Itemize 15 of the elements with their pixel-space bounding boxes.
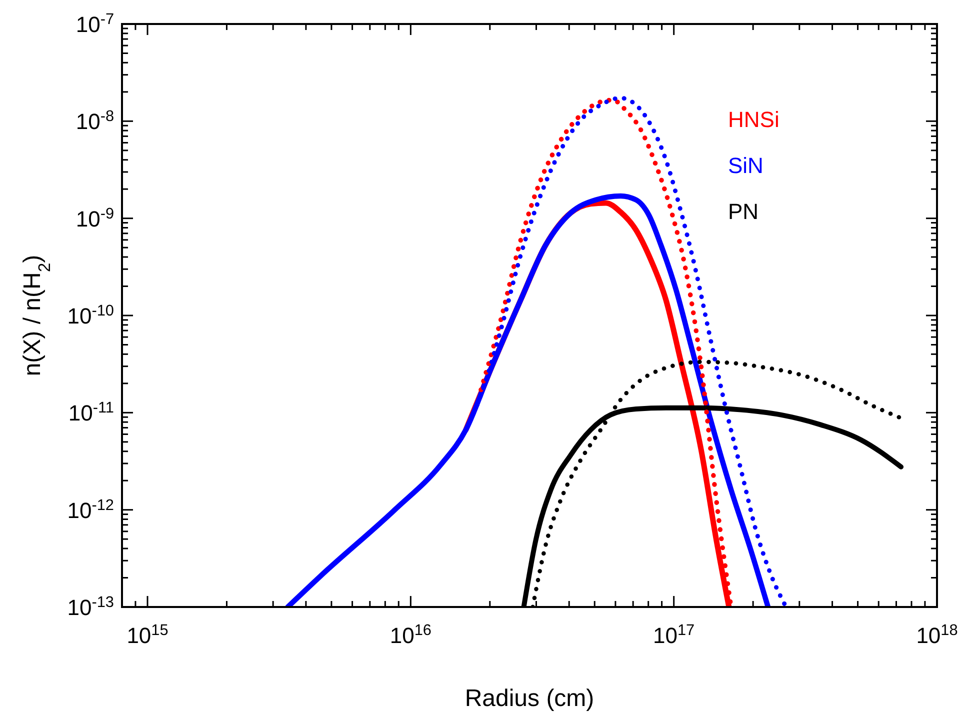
- text: PN: [728, 199, 759, 224]
- x-tick-label: 10$^{15}$: [126, 622, 168, 648]
- y-tick-label: 10$^{-9}$: [76, 204, 114, 232]
- x-tick-label: 10$^{17}$: [653, 622, 695, 648]
- y-tick-label: 10$^{-7}$: [76, 10, 114, 37]
- x-tick-label: 10$^{18}$: [916, 622, 958, 648]
- y-tick-label: 10$^{-13}$: [67, 594, 114, 620]
- y-tick-label: 10$^{-11}$: [68, 399, 114, 426]
- x-tick-label: 10$^{16}$: [390, 622, 432, 648]
- y-tick-label: 10$^{-8}$: [76, 108, 114, 134]
- y-tick-label: 10$^{-10}$: [67, 302, 114, 328]
- text: HNSi: [728, 107, 780, 132]
- text: SiN: [728, 153, 764, 178]
- y-tick-label: 10$^{-12}$: [67, 496, 114, 523]
- x-axis-title: Radius (cm): [464, 685, 594, 712]
